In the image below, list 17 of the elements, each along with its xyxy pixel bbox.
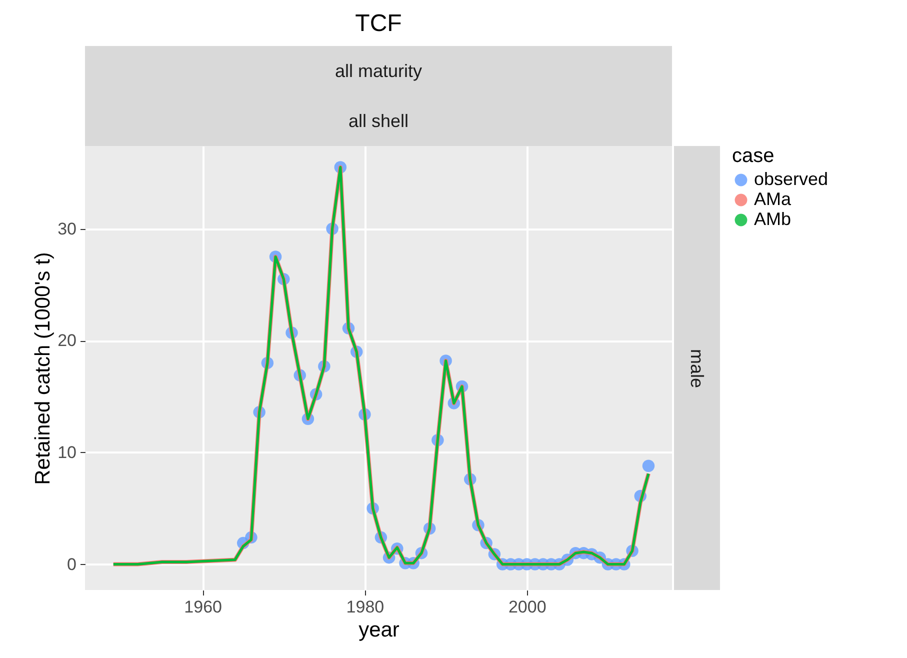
x-tick-label: 1980 bbox=[346, 598, 384, 616]
x-tick-label: 2000 bbox=[508, 598, 546, 616]
chart-title: TCF bbox=[355, 10, 402, 37]
y-axis-title: Retained catch (1000's t) bbox=[32, 252, 55, 485]
x-axis-title: year bbox=[358, 618, 400, 642]
text: all maturity bbox=[85, 46, 672, 96]
y-tick-label: 30 bbox=[58, 219, 76, 238]
y-tick-label: 20 bbox=[58, 331, 76, 350]
y-tick-label: 0 bbox=[67, 554, 76, 574]
text: male bbox=[686, 348, 708, 388]
legend-title: case bbox=[732, 145, 774, 167]
y-tick-label: 10 bbox=[58, 442, 76, 462]
legend-label: observed bbox=[754, 169, 828, 189]
legend-label: AMa bbox=[754, 189, 792, 209]
text: all shell bbox=[85, 96, 672, 146]
legend-label: AMb bbox=[754, 209, 792, 229]
x-tick-label: 1960 bbox=[184, 598, 222, 616]
